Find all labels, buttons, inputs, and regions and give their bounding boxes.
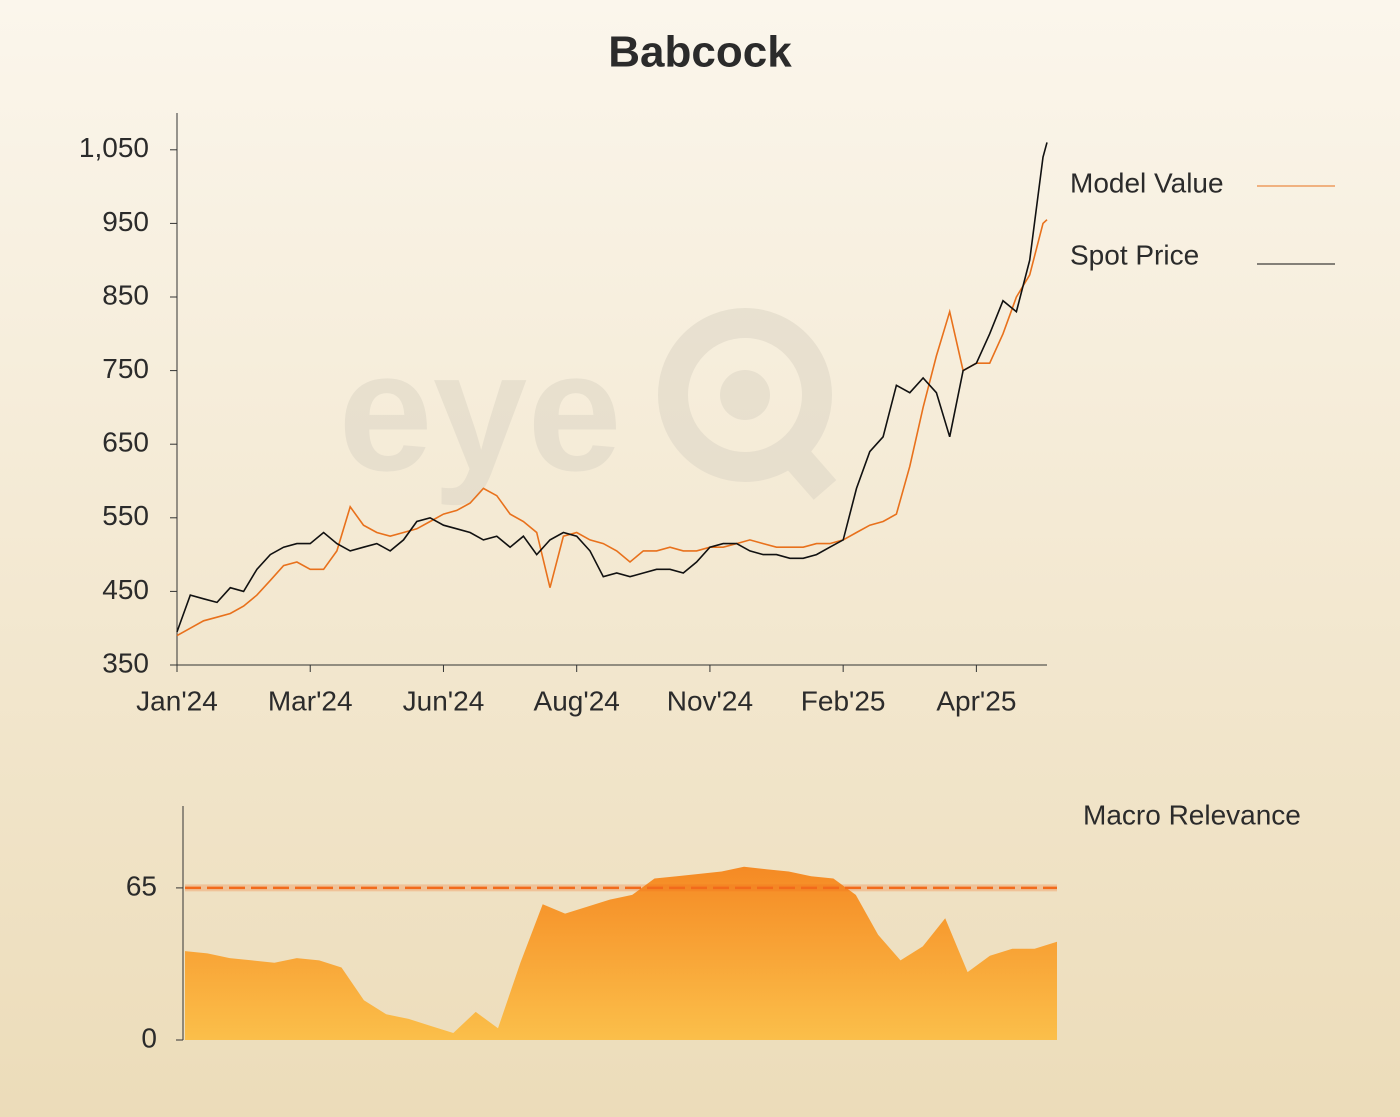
x-tick-label: Apr'25 [936,685,1016,716]
x-tick-label: Nov'24 [667,685,753,716]
watermark-ring [658,308,832,482]
chart-title: Babcock [608,28,792,77]
y-tick-label: 65 [126,870,157,901]
watermark-tail [778,440,837,500]
series-line [176,142,1048,633]
y-tick-label: 950 [102,206,149,237]
area [185,866,1057,1040]
watermark-dot [720,370,770,420]
y-tick-label: 750 [102,353,149,384]
watermark-text: eye [338,317,622,507]
x-tick-label: Feb'25 [801,685,886,716]
y-tick-label: 350 [102,647,149,678]
y-tick-label: 1,050 [79,132,149,163]
y-tick-label: 850 [102,279,149,310]
y-tick-label: 0 [141,1022,157,1053]
y-tick-label: 650 [102,427,149,458]
series-line [176,219,1048,637]
watermark: eye [338,308,837,507]
y-tick-label: 550 [102,500,149,531]
y-tick-label: 450 [102,574,149,605]
legend-label: Spot Price [1070,239,1199,270]
legend-label: Model Value [1070,167,1224,198]
x-tick-label: Aug'24 [534,685,620,716]
x-tick-label: Mar'24 [268,685,353,716]
x-tick-label: Jan'24 [136,685,218,716]
x-tick-label: Jun'24 [403,685,485,716]
area-title: Macro Relevance [1083,799,1301,830]
